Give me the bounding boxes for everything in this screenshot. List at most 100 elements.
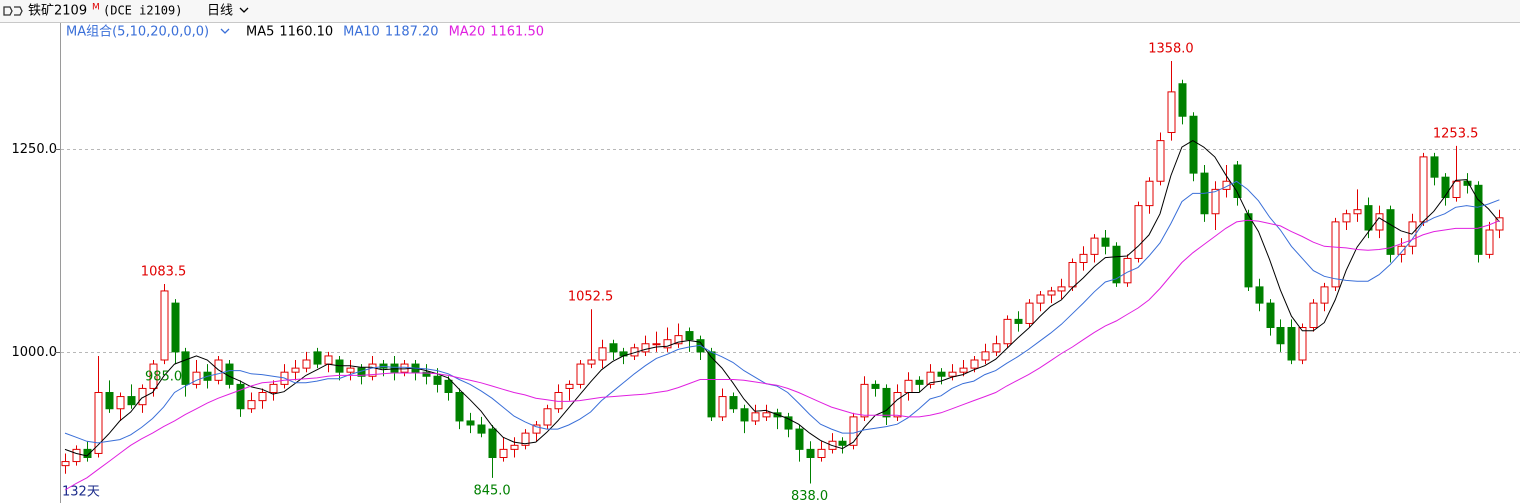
candle-body xyxy=(313,351,322,365)
legend-name: MA20 xyxy=(449,25,486,40)
candle-body xyxy=(477,424,486,434)
candle-body xyxy=(598,347,607,361)
extreme-label: 845.0 xyxy=(473,483,510,498)
candle-body xyxy=(1331,221,1340,288)
candle-body xyxy=(302,359,311,369)
candle-body xyxy=(269,383,278,393)
candle-body xyxy=(652,343,661,346)
legend-name: MA5 xyxy=(246,25,274,40)
candle-body xyxy=(795,428,804,450)
candle-body xyxy=(291,367,300,373)
candle-body xyxy=(466,420,475,426)
candle-body xyxy=(707,351,716,418)
candle-body xyxy=(422,371,431,377)
candle-body xyxy=(882,387,891,418)
candle-body xyxy=(937,371,946,377)
candle-body xyxy=(444,379,453,393)
candle-body xyxy=(455,392,464,422)
candle-body xyxy=(1003,318,1012,345)
candle-body xyxy=(1068,262,1077,288)
candle-body xyxy=(390,363,399,373)
candle-body xyxy=(1079,253,1088,263)
extreme-label: 985.0 xyxy=(145,370,182,385)
candle-body xyxy=(609,343,618,353)
candle-body xyxy=(576,363,585,385)
candle-body xyxy=(948,371,957,377)
exchange-code[interactable]: (DCE i2109) xyxy=(103,4,182,18)
candle-body xyxy=(181,351,190,385)
candle-body xyxy=(1364,205,1373,231)
candle-body xyxy=(521,432,530,446)
candle-body xyxy=(674,335,683,345)
candle-body xyxy=(149,363,158,389)
extreme-label: 1052.5 xyxy=(568,290,614,305)
candle-body xyxy=(247,400,256,410)
candle-body xyxy=(510,444,519,450)
candle-body xyxy=(116,396,125,410)
indicator-chevron[interactable] xyxy=(220,28,230,34)
candle-body xyxy=(915,379,924,385)
extreme-label: 1253.5 xyxy=(1433,126,1479,141)
candle-body xyxy=(1452,180,1461,198)
candle-body xyxy=(72,448,81,463)
indicator[interactable]: MA组合(5,10,20,0,0,0) xyxy=(66,25,209,40)
candle-body xyxy=(192,371,201,385)
period-chevron[interactable] xyxy=(239,7,249,13)
candle-body xyxy=(160,290,169,361)
candle-body xyxy=(346,367,355,373)
candle-body xyxy=(1441,176,1450,198)
candle-body xyxy=(838,440,847,446)
candle-body xyxy=(1276,327,1285,345)
candle-body xyxy=(1145,180,1154,207)
candle-body xyxy=(1090,237,1099,255)
candle-body xyxy=(893,392,902,418)
legend-value: 1160.10 xyxy=(279,25,333,40)
candle-body xyxy=(1047,290,1056,296)
candle-body xyxy=(565,383,574,389)
symbol-mark: M xyxy=(92,3,100,13)
candle-body xyxy=(849,416,858,446)
candle-body xyxy=(225,363,234,385)
candle-body xyxy=(718,396,727,418)
candle-body xyxy=(1495,217,1504,231)
candle-body xyxy=(685,331,694,341)
toolbar xyxy=(0,0,1520,22)
link-icon xyxy=(3,6,23,16)
candle-body xyxy=(1320,286,1329,304)
candle-body xyxy=(1211,188,1220,215)
candle-body xyxy=(1156,140,1165,182)
candle-body xyxy=(663,339,672,349)
candle-body xyxy=(1112,245,1121,284)
candle-body xyxy=(94,392,103,454)
legend-value: 1187.20 xyxy=(385,25,439,40)
legend-name: MA10 xyxy=(343,25,380,40)
candle-body xyxy=(105,392,114,410)
candle-body xyxy=(127,396,136,406)
candle-body xyxy=(1266,302,1275,328)
candle-body xyxy=(1375,213,1384,231)
candle-body xyxy=(258,392,267,402)
candle-body xyxy=(641,343,650,353)
candle-body xyxy=(368,363,377,377)
candle-body xyxy=(751,412,760,422)
legend-value: 1161.50 xyxy=(490,25,544,40)
candle-body xyxy=(784,416,793,430)
candle-body xyxy=(1189,115,1198,174)
candle-body xyxy=(1167,91,1176,133)
candle-body xyxy=(1255,286,1264,304)
candle-body xyxy=(1014,318,1023,324)
candle-body xyxy=(543,408,552,426)
candle-body xyxy=(1134,205,1143,259)
period[interactable]: 日线 xyxy=(207,4,233,19)
y-tick-label: 1000.0 xyxy=(12,345,58,360)
candle-body xyxy=(729,396,738,410)
ma-line xyxy=(64,140,1500,457)
candle-body xyxy=(904,379,913,393)
candle-body xyxy=(871,383,880,389)
candle-body xyxy=(171,302,180,353)
candle-body xyxy=(532,424,541,434)
y-tick-label: 1250.0 xyxy=(12,142,58,157)
candle-body xyxy=(1353,209,1362,215)
candle-body xyxy=(1419,156,1428,223)
candle-body xyxy=(1025,302,1034,324)
